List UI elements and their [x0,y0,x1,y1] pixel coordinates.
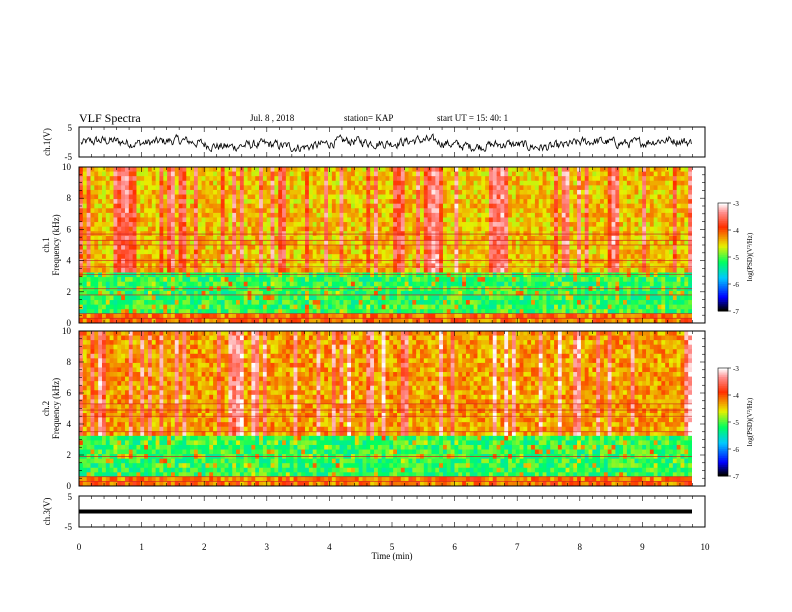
ch2-spec-ylabel-channel: ch.2 [41,401,51,416]
ch3-wave-ytick-top: 5 [68,492,73,502]
ch1-spec-ytick-4: 4 [67,256,72,266]
ch2-colorbar-tick-neg6: -6 [733,446,739,454]
ch1-colorbar-gradient [718,203,728,312]
ch2-colorbar-label: log(PSD)(V²/Hz) [746,397,754,446]
x-axis-label: Time (min) [372,551,413,561]
ch2-spec-blank-tail [692,331,705,486]
figure-title: VLF Spectra [79,111,141,125]
ch3-waveform-panel: 5 -5 ch.3(V) 0 1 2 3 4 5 6 7 8 9 10 Time (min) [42,492,710,561]
ch1-spec-ytick-8: 8 [67,193,72,203]
ch1-spectrogram-panel: 0 2 4 6 8 10 ch.1 Frequency (kHz) [41,162,706,328]
ch1-colorbar-tick-neg5: -5 [733,254,739,262]
xtick-6: 6 [452,542,457,552]
xtick-0: 0 [77,542,82,552]
ch1-spec-ytick-10: 10 [62,162,72,172]
ch2-spec-ytick-2: 2 [67,450,72,460]
ch1-waveform-panel: 5 -5 ch.1(V) [42,123,706,162]
start-time-label: start UT = 15: 40: 1 [437,113,509,123]
ch1-spec-ytick-6: 6 [67,224,72,234]
ch1-colorbar-label: log(PSD)(V²/Hz) [746,232,754,281]
ch1-spec-ytick-0: 0 [67,318,72,328]
ch1-wave-ytick-bottom: -5 [65,152,73,162]
ch2-spec-cells [79,331,693,487]
station-label: station= KAP [344,113,394,123]
xtick-1: 1 [139,542,144,552]
date-label: Jul. 8 , 2018 [250,113,295,123]
colorbars: -3 -4 -5 -6 -7 log(PSD)(V²/Hz) -3 -4 -5 -6 -7 log(P… [717,200,754,481]
ch2-spec-horizontal-lines [79,403,692,482]
ch1-colorbar-tick-neg7: -7 [733,308,739,316]
xtick-9: 9 [640,542,645,552]
xtick-4: 4 [327,542,332,552]
ch2-spectrogram-panel: 0 2 4 6 8 10 ch.2 Frequency (kHz) [41,326,706,491]
ch2-colorbar-tick-neg7: -7 [733,473,739,481]
ch2-spec-ytick-10: 10 [62,326,72,336]
ch3-wave-ylabel: ch.3(V) [42,498,52,526]
ch2-colorbar-tick-neg4: -4 [733,392,739,400]
ch1-wave-trace [80,133,692,153]
ch1-spec-horizontal-lines [79,233,692,319]
ch2-spec-ytick-8: 8 [67,357,72,367]
ch1-spec-blank-tail [692,167,705,323]
ch1-wave-ylabel: ch.1(V) [42,128,52,156]
xtick-8: 8 [578,542,583,552]
xtick-3: 3 [265,542,270,552]
ch2-spec-ytick-6: 6 [67,388,72,398]
xtick-2: 2 [202,542,207,552]
ch2-spec-ytick-4: 4 [67,419,72,429]
ch1-spec-ylabel-channel: ch.1 [41,237,51,252]
ch2-colorbar-tick-neg5: -5 [733,419,739,427]
xtick-10: 10 [701,542,711,552]
ch1-colorbar-tick-neg6: -6 [733,281,739,289]
xtick-7: 7 [515,542,520,552]
xtick-5: 5 [390,542,395,552]
ch2-colorbar-gradient [718,368,728,477]
ch1-colorbar-tick-neg3: -3 [733,200,739,208]
ch2-spec-ylabel-frequency: Frequency (kHz) [51,378,61,439]
ch1-spec-ytick-2: 2 [67,287,72,297]
ch2-colorbar-tick-neg3: -3 [733,365,739,373]
ch1-colorbar-tick-neg4: -4 [733,227,739,235]
ch1-spec-ylabel-frequency: Frequency (kHz) [51,214,61,275]
ch1-wave-ytick-top: 5 [68,123,73,133]
ch3-wave-ytick-bottom: -5 [65,522,73,532]
ch2-spec-ytick-0: 0 [67,481,72,491]
